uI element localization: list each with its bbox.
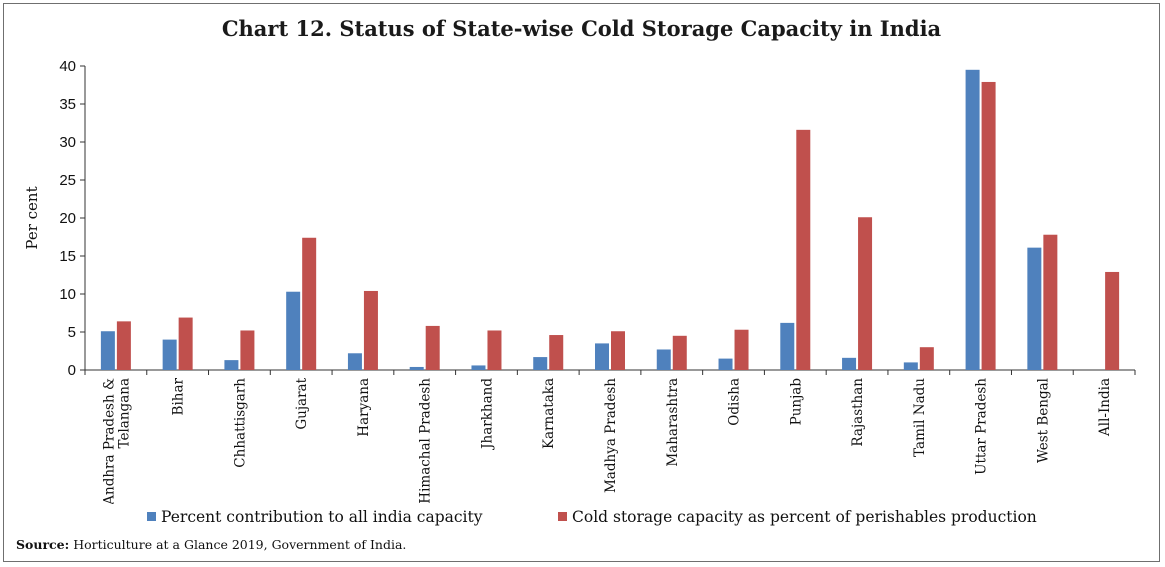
y-tick-label: 40 [59,58,76,75]
bar-capacity-percent [302,237,317,370]
source-text: Horticulture at a Glance 2019, Governmen… [69,537,407,552]
bar-contribution [656,349,671,370]
x-category-label: Maharashtra [665,378,681,467]
x-category-label: Uttar Pradesh [974,378,990,475]
x-category-label: Haryana [356,378,372,437]
y-tick-label: 30 [59,134,76,151]
x-category-label: Rajasthan [850,378,866,447]
y-tick-label: 0 [68,362,76,379]
legend: Percent contribution to all india capaci… [4,508,1159,530]
bar-capacity-percent [734,329,749,370]
bar-capacity-percent [1043,234,1058,370]
chart-title: Chart 12. Status of State-wise Cold Stor… [221,16,942,41]
legend-swatch-capacity [558,512,567,521]
bar-capacity-percent [178,317,193,370]
bar-contribution [286,291,301,370]
x-category-label: Karnataka [541,378,557,449]
source-note: Source: Horticulture at a Glance 2019, G… [16,537,406,552]
y-axis-title: Per cent [23,186,41,249]
bar-contribution [224,360,239,370]
bar-capacity-percent [363,290,378,370]
chart-frame: Chart 12. Status of State-wise Cold Stor… [3,3,1160,562]
legend-item-capacity: Cold storage capacity as percent of peri… [558,508,1037,526]
x-category-label: Tamil Nadu [912,378,928,457]
x-category-label: West Bengal [1035,378,1051,463]
bar-capacity-percent [425,325,440,370]
x-category-label: Odisha [727,378,743,426]
legend-swatch-contribution [147,512,156,521]
x-category-label: All-India [1097,378,1113,437]
bar-capacity-percent [858,217,873,370]
y-tick-label: 35 [59,96,76,113]
x-category-label: Bihar [171,377,187,415]
x-category-label: Andhra Pradesh & [101,378,117,504]
y-tick-label: 15 [59,248,76,265]
bar-capacity-percent [1105,271,1120,370]
y-tick-label: 5 [68,324,76,341]
bar-capacity-percent [672,335,687,370]
bar-capacity-percent [240,330,255,370]
bar-chart: 0 5 10 15 20 25 30 35 40 Per cent Andhra Pradesh &… [23,58,1136,504]
bar-contribution [595,343,609,370]
x-category-label: Madhya Pradesh [603,378,619,493]
bar-contribution [162,339,177,370]
x-category-label: Telangana [116,378,132,448]
bar-contribution [347,353,362,370]
bar-capacity-percent [549,335,564,370]
bar-contribution [965,69,980,371]
x-category-label: Jharkhand [479,378,495,451]
bar-contribution [780,322,795,370]
bar-contribution [409,366,424,370]
x-category-label: Chhattisgarh [232,378,248,468]
bar-contribution [100,331,115,370]
y-tick-label: 20 [59,210,76,227]
bar-capacity-percent [919,347,934,370]
legend-item-contribution: Percent contribution to all india capaci… [147,508,483,526]
bar-capacity-percent [116,321,131,370]
bar-contribution [1027,247,1042,370]
bar-capacity-percent [981,81,996,371]
bar-capacity-percent [796,129,811,370]
legend-label-capacity: Cold storage capacity as percent of peri… [572,508,1037,526]
legend-label-contribution: Percent contribution to all india capaci… [161,508,483,526]
x-category-label: Gujarat [294,377,310,429]
bar-contribution [718,358,733,370]
bar-contribution [533,357,548,370]
bar-contribution [842,357,857,370]
bar-contribution [471,365,486,370]
y-tick-label: 25 [59,172,76,189]
x-category-label: Himachal Pradesh [418,378,434,504]
bar-capacity-percent [611,331,625,370]
bar-contribution [903,362,918,370]
x-category-label: Punjab [788,378,804,425]
bar-capacity-percent [487,330,502,370]
source-label: Source: [16,537,70,552]
y-tick-label: 10 [59,286,76,303]
